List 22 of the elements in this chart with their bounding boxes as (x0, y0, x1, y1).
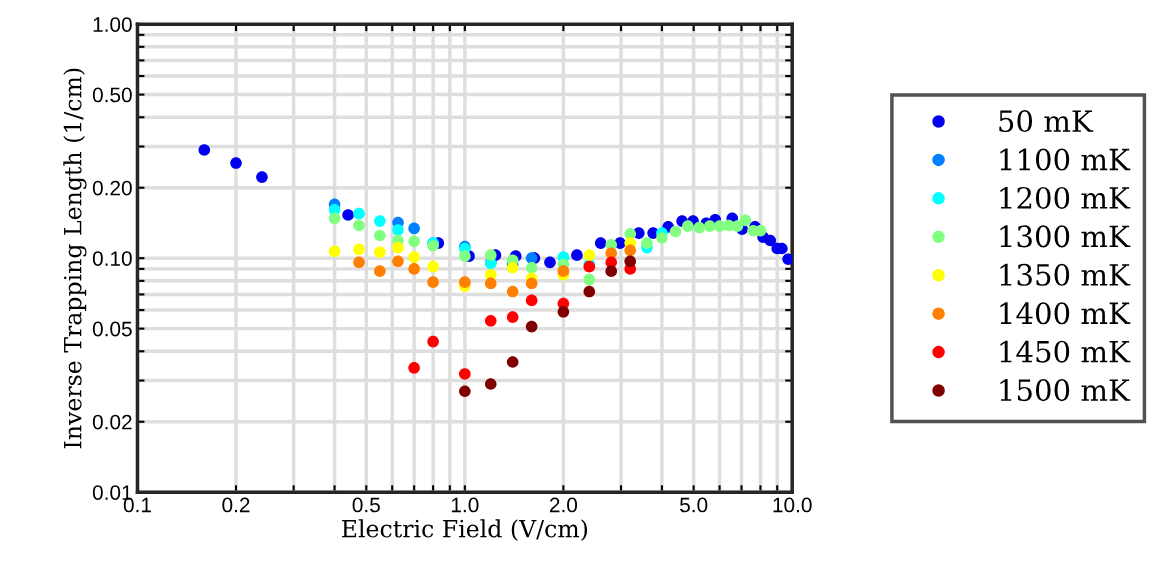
x-tick-label: 0.5 (352, 497, 380, 513)
x-tick-label: 5.0 (680, 497, 708, 513)
y-tick-label: 0.50 (92, 87, 132, 103)
legend-label: 1400 mK (1000, 302, 1131, 325)
x-tick-label: 10.0 (773, 497, 812, 513)
y-tick-label: 0.02 (92, 414, 132, 430)
y-tick-label: 0.20 (92, 180, 132, 196)
legend-label: 1100 mK (1000, 148, 1131, 171)
legend-label: 50 mK (999, 110, 1094, 133)
legend-label: 1200 mK (1000, 186, 1131, 209)
legend-label: 1500 mK (1000, 379, 1131, 402)
x-axis-title: Electric Field (V/cm) (342, 519, 588, 541)
y-axis-title: Inverse Trapping Length (1/cm) (63, 68, 87, 449)
x-tick-label: 0.2 (222, 497, 250, 513)
x-tick-label: 2.0 (549, 497, 578, 513)
y-tick-label: 1.00 (93, 17, 132, 32)
legend-label: 1300 mK (1000, 225, 1131, 248)
x-tick-label: 1.0 (451, 497, 479, 513)
legend-label: 1450 mK (1000, 340, 1131, 363)
y-tick-label: 0.10 (92, 251, 132, 266)
y-tick-label: 0.05 (92, 321, 132, 337)
legend-label: 1350 mK (1000, 263, 1131, 286)
